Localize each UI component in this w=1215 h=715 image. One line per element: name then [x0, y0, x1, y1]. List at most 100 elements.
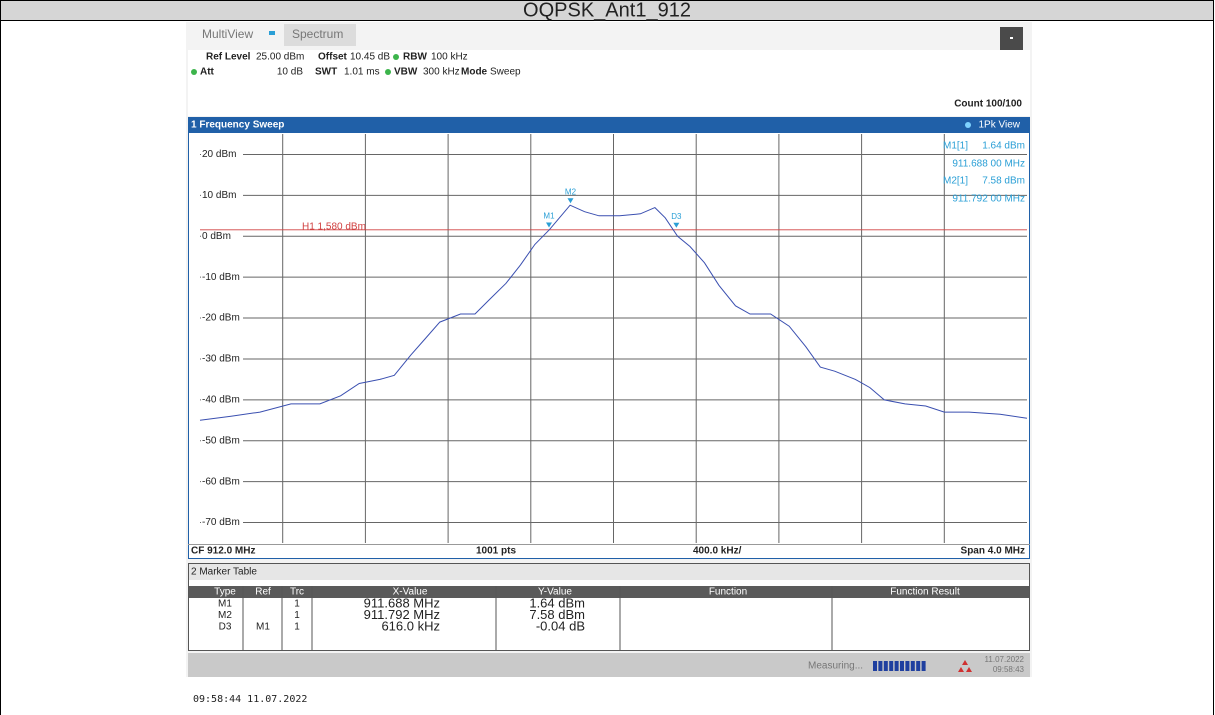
tick-label-bg — [201, 434, 243, 447]
coupled-dot — [385, 69, 391, 75]
setting-value: Sweep — [490, 67, 521, 78]
y-tick-label: 0 dBm — [202, 231, 231, 242]
progress-block — [894, 661, 899, 671]
column-header: X-Value — [393, 587, 428, 598]
tick-label-bg — [201, 516, 243, 529]
status-date: 11.07.2022 — [985, 655, 1025, 664]
progress-block — [910, 661, 915, 671]
y-tick-label: -50 dBm — [202, 435, 240, 446]
readout-level: 7.58 dBm — [982, 176, 1025, 187]
plot: 20 dBm 10 dBm 0 dBm -10 dBm -20 dBm -30 dBm -4… — [199, 134, 1028, 543]
marker-table-header — [189, 586, 1029, 598]
limit-line-label: H1 1,580 dBm — [302, 221, 366, 232]
y-tick-label: 10 dBm — [202, 190, 236, 201]
table-cell: M1 — [256, 622, 270, 633]
tick-label-bg — [201, 475, 243, 488]
tick-label-bg — [201, 393, 243, 406]
setting-label: Ref Level — [206, 52, 251, 63]
setting-value: 10.45 dB — [350, 52, 390, 63]
tick-label-bg — [201, 148, 243, 161]
progress-block — [900, 661, 904, 671]
tick-label-bg — [201, 352, 243, 365]
column-header: Ref — [255, 587, 271, 598]
trace — [199, 204, 1028, 421]
setting-label: SWT — [315, 67, 337, 78]
tab-bg — [284, 24, 356, 46]
table-cell: 911.792 MHz — [364, 607, 440, 622]
tick-label-bg — [201, 312, 243, 325]
tab[interactable]: MultiView — [202, 27, 253, 41]
readout-name: M2[1] — [943, 176, 968, 187]
setting-label: VBW — [394, 67, 418, 78]
progress-block — [883, 661, 888, 671]
marker-label: M1 — [543, 212, 555, 221]
tab[interactable]: Spectrum — [292, 27, 343, 41]
column-header: Function Result — [890, 587, 960, 598]
readout-freq: 911.792 00 MHz — [952, 194, 1025, 205]
readout-name: M1[1] — [943, 141, 968, 152]
readout-level: 1.64 dBm — [982, 141, 1025, 152]
marker — [673, 222, 680, 228]
column-header: Type — [214, 587, 236, 598]
setting-label: Mode — [461, 67, 488, 78]
progress-block — [878, 661, 883, 671]
window-title: 1 Frequency Sweep — [191, 120, 284, 131]
table-cell: 1 — [294, 610, 300, 621]
tick-label-bg — [201, 230, 243, 243]
tab-icon — [269, 31, 275, 35]
footer-div: 400.0 kHz/ — [693, 546, 742, 557]
table-cell: 7.58 dBm — [529, 607, 585, 622]
table-cell: 911.688 MHz — [364, 595, 440, 610]
progress-block — [921, 661, 926, 671]
tick-label-bg — [201, 189, 243, 202]
column-header: Y-Value — [538, 587, 572, 598]
column-header: Trc — [290, 587, 304, 598]
window-title-bar — [188, 117, 1030, 132]
y-tick-label: -40 dBm — [202, 394, 240, 405]
table-cell: M2 — [218, 610, 232, 621]
setting-label: RBW — [403, 52, 427, 63]
column-header: Function — [709, 587, 747, 598]
settings-panel — [188, 50, 1030, 116]
footer-cf: CF 912.0 MHz — [191, 546, 255, 557]
table-cell: D3 — [219, 622, 232, 633]
footer-points: 1001 pts — [476, 546, 516, 557]
setting-value: 1.01 ms — [344, 67, 380, 78]
setting-value: 10 dB — [277, 67, 303, 78]
y-tick-label: -70 dBm — [202, 517, 240, 528]
network-icon — [958, 660, 972, 672]
y-tick-label: -20 dBm — [202, 313, 240, 324]
setting-value: 100 kHz — [431, 52, 468, 63]
marker-label: D3 — [671, 212, 682, 221]
coupled-dot — [191, 69, 197, 75]
table-cell: -0.04 dB — [536, 618, 585, 633]
table-cell: 1 — [294, 599, 300, 610]
menu-icon — [1010, 37, 1013, 39]
trace-dot — [965, 122, 971, 128]
coupled-dot — [393, 54, 399, 60]
footer-span: Span 4.0 MHz — [961, 546, 1025, 557]
trace-label: 1Pk View — [978, 120, 1020, 131]
progress-bar — [873, 661, 926, 671]
table-cell: 616.0 kHz — [381, 618, 440, 633]
marker-label: M2 — [565, 187, 577, 196]
progress-block — [905, 661, 910, 671]
status-measuring: Measuring... — [808, 661, 863, 672]
tick-label-bg — [201, 271, 243, 284]
marker-table-title-bar — [189, 564, 1029, 580]
readout-freq: 911.688 00 MHz — [952, 159, 1025, 170]
y-tick-label: -60 dBm — [202, 476, 240, 487]
y-tick-label: -10 dBm — [202, 272, 240, 283]
marker — [545, 222, 552, 228]
sweep-count: Count 100/100 — [954, 99, 1022, 110]
table-cell: M1 — [218, 599, 232, 610]
y-tick-label: -30 dBm — [202, 354, 240, 365]
marker — [567, 198, 574, 204]
setting-label: Att — [200, 67, 215, 78]
table-cell: 1 — [294, 622, 300, 633]
setting-value: 25.00 dBm — [256, 52, 304, 63]
status-time: 09:58:43 — [993, 665, 1025, 674]
timestamp: 09:58:44 11.07.2022 — [193, 694, 307, 705]
progress-block — [889, 661, 894, 671]
